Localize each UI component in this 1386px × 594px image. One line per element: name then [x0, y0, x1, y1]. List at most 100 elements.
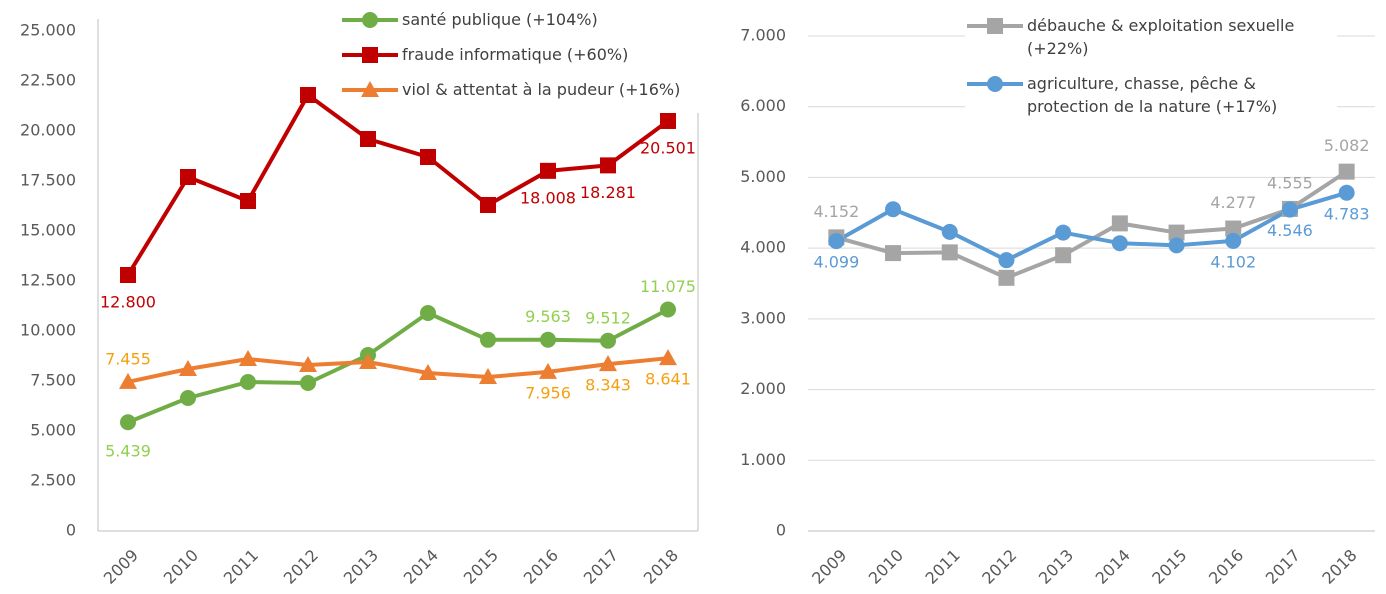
marker [179, 360, 197, 376]
data-label: 9.512 [585, 308, 631, 327]
y-tick-label: 1.000 [740, 450, 786, 469]
marker [987, 18, 1003, 34]
legend-entry: fraude informatique (+60%) [340, 43, 740, 66]
legend-entry: santé publique (+104%) [340, 8, 740, 31]
x-tick-label: 2011 [220, 546, 262, 588]
data-label: 7.455 [105, 349, 151, 368]
marker [180, 390, 196, 406]
marker [240, 193, 256, 209]
marker [1225, 220, 1242, 237]
y-tick-label: 2.500 [30, 471, 76, 490]
marker [1055, 247, 1072, 264]
marker [998, 269, 1015, 286]
y-tick-label: 20.000 [20, 121, 76, 140]
x-tick-label: 2014 [400, 546, 442, 588]
y-tick-label: 0 [776, 521, 786, 540]
y-tick-label: 25.000 [20, 21, 76, 40]
x-tick-label: 2013 [340, 546, 382, 588]
marker [660, 112, 676, 129]
x-tick-label: 2015 [1148, 546, 1190, 588]
legend-icon [342, 81, 398, 97]
series-line [835, 190, 1348, 263]
data-label: 8.641 [645, 370, 691, 389]
marker [1111, 235, 1128, 252]
marker [941, 244, 958, 261]
series-line [127, 356, 669, 384]
series-line [126, 93, 670, 277]
marker [420, 149, 436, 165]
x-tick-label: 2009 [808, 546, 850, 588]
x-tick-label: 2010 [865, 546, 907, 588]
data-label: 11.075 [640, 277, 696, 296]
marker [1338, 184, 1355, 201]
data-label: 18.281 [580, 183, 636, 202]
legend-entry: agriculture, chasse, pêche & protection … [965, 72, 1337, 118]
y-tick-label: 17.500 [20, 171, 76, 190]
marker [600, 332, 616, 349]
marker [120, 414, 136, 431]
data-label: 4.152 [813, 202, 859, 221]
legend-label: santé publique (+104%) [402, 10, 598, 29]
series-line [127, 307, 669, 425]
legend-label: viol & attentat à la pudeur (+16%) [402, 80, 681, 99]
marker [941, 223, 958, 240]
x-tick-label: 2016 [1205, 546, 1247, 588]
legend-entry: viol & attentat à la pudeur (+16%) [340, 78, 740, 101]
marker [362, 47, 378, 63]
y-tick-label: 5.000 [740, 167, 786, 186]
x-tick-label: 2009 [100, 546, 142, 588]
x-tick-label: 2018 [1318, 546, 1360, 588]
data-label: 4.102 [1210, 252, 1256, 271]
data-label: 4.099 [813, 253, 859, 272]
x-tick-label: 2012 [280, 546, 322, 588]
data-label: 5.439 [105, 442, 151, 461]
legend-label: débauche & exploitation sexuelle (+22%) [1027, 16, 1295, 58]
marker [119, 372, 137, 389]
x-tick-label: 2013 [1035, 546, 1077, 588]
x-tick-label: 2017 [580, 546, 622, 588]
marker [120, 267, 136, 283]
marker [885, 245, 902, 262]
y-tick-label: 12.500 [20, 271, 76, 290]
marker [300, 87, 316, 103]
y-tick-label: 4.000 [740, 238, 786, 257]
y-tick-label: 2.000 [740, 379, 786, 398]
data-label: 18.008 [520, 188, 576, 207]
legend-entry: débauche & exploitation sexuelle (+22%) [965, 14, 1337, 60]
x-tick-label: 2012 [978, 546, 1020, 588]
data-label: 8.343 [585, 376, 631, 395]
x-tick-label: 2015 [460, 546, 502, 588]
marker [1281, 201, 1298, 218]
marker [540, 162, 556, 179]
y-tick-label: 6.000 [740, 96, 786, 115]
y-tick-label: 7.500 [30, 371, 76, 390]
data-label: 5.082 [1324, 136, 1370, 155]
x-tick-label: 2017 [1262, 546, 1304, 588]
legend: santé publique (+104%) fraude informatiqu… [340, 8, 740, 113]
marker [239, 350, 257, 366]
legend-label: fraude informatique (+60%) [402, 45, 629, 64]
legend-icon [967, 76, 1023, 92]
y-tick-label: 10.000 [20, 321, 76, 340]
marker [1111, 215, 1128, 232]
marker [540, 331, 556, 348]
marker [420, 305, 436, 321]
marker [362, 12, 378, 28]
marker [419, 364, 437, 380]
marker [479, 368, 497, 384]
marker [600, 157, 616, 174]
data-label: 4.783 [1324, 204, 1370, 223]
x-tick-label: 2011 [922, 546, 964, 588]
marker [360, 131, 376, 147]
marker [660, 301, 676, 318]
marker [828, 233, 845, 250]
y-tick-label: 3.000 [740, 308, 786, 327]
x-tick-label: 2016 [520, 546, 562, 588]
marker [299, 356, 317, 372]
marker [539, 362, 557, 379]
marker [240, 374, 256, 390]
marker [987, 76, 1003, 92]
data-label: 20.501 [640, 138, 696, 157]
legend-label: agriculture, chasse, pêche & protection … [1027, 74, 1278, 116]
